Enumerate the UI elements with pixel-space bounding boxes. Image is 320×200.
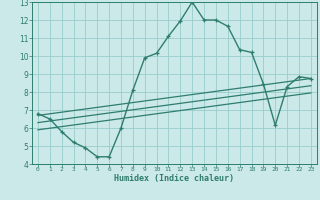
X-axis label: Humidex (Indice chaleur): Humidex (Indice chaleur) xyxy=(115,174,234,183)
